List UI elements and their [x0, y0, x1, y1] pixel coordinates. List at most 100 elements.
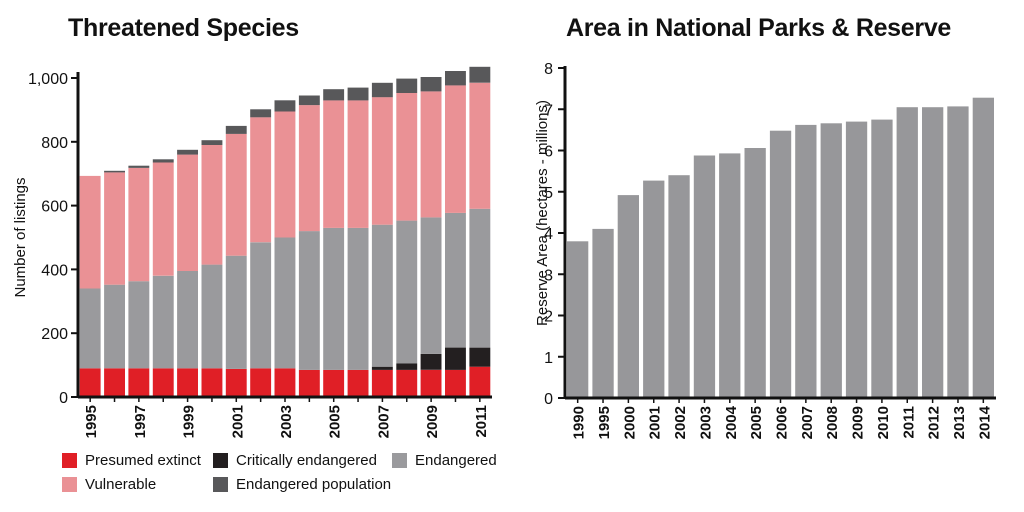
- bar-vulnerable-2002: [250, 117, 272, 243]
- bar-endangered-population-1999: [177, 149, 198, 155]
- bar-endangered-2000: [201, 264, 223, 369]
- y-tick-label-right: 2: [544, 309, 553, 326]
- bar-presumed-extinct-1996: [104, 368, 125, 397]
- bar-vulnerable-2003: [274, 111, 296, 238]
- bar-presumed-extinct-1995: [79, 368, 101, 397]
- reserve-bar-2002: [668, 175, 690, 398]
- x-tick-label-right: 2008: [824, 406, 841, 439]
- bar-critically-endangered-2010: [445, 347, 466, 370]
- y-tick-label-right: 8: [544, 61, 553, 78]
- bar-presumed-extinct-2001: [225, 368, 247, 397]
- bar-endangered-1998: [152, 275, 174, 369]
- x-tick-label-right: 2013: [951, 406, 968, 439]
- bar-endangered-population-2011: [469, 66, 491, 83]
- bar-endangered-2010: [445, 212, 466, 348]
- reserve-bar-2010: [871, 119, 893, 398]
- bar-endangered-population-1997: [128, 165, 150, 168]
- x-tick-label-left: 2011: [473, 405, 490, 438]
- bar-endangered-population-2010: [445, 71, 466, 86]
- x-tick-label-right: 2009: [850, 406, 867, 439]
- bar-endangered-population-2007: [371, 82, 393, 98]
- bar-presumed-extinct-1998: [152, 368, 174, 397]
- legend-item-endangered: Endangered: [392, 452, 497, 469]
- x-tick-label-right: 2007: [799, 406, 816, 439]
- bar-presumed-extinct-2009: [420, 369, 442, 397]
- bar-endangered-1997: [128, 281, 150, 369]
- x-tick-label-left: 1999: [181, 405, 198, 438]
- reserve-bar-1990: [567, 241, 589, 399]
- bar-endangered-2011: [469, 208, 491, 348]
- y-tick-label-right: 5: [544, 185, 553, 202]
- bar-vulnerable-2008: [396, 93, 418, 221]
- bar-vulnerable-2004: [298, 105, 320, 232]
- bar-vulnerable-2011: [469, 82, 491, 209]
- bar-endangered-population-2009: [420, 77, 442, 92]
- legend-swatch-vulnerable: [62, 477, 77, 492]
- bar-endangered-population-2001: [225, 125, 247, 134]
- y-tick-label-right: 1: [544, 350, 553, 367]
- legend-swatch-endangered-population: [213, 477, 228, 492]
- x-tick-label-right: 2011: [900, 406, 917, 439]
- legend-swatch-presumed-extinct: [62, 453, 77, 468]
- bar-endangered-population-2005: [323, 89, 345, 101]
- y-tick-label-right: 0: [544, 391, 553, 408]
- bar-endangered-population-1998: [152, 159, 174, 163]
- y-tick-label-left: 1,000: [28, 71, 68, 88]
- bar-vulnerable-1998: [152, 162, 174, 276]
- reserve-bar-2005: [744, 148, 766, 398]
- x-tick-label-left: 2007: [375, 405, 392, 438]
- left-chart-title: Threatened Species: [68, 14, 299, 42]
- bar-vulnerable-2005: [323, 100, 345, 228]
- bar-endangered-2006: [347, 227, 369, 370]
- x-tick-label-right: 2010: [875, 406, 892, 439]
- y-tick-label-left: 800: [41, 135, 68, 152]
- x-tick-label-left: 2005: [327, 405, 344, 438]
- bar-endangered-population-2000: [201, 140, 223, 145]
- legend-swatch-endangered: [392, 453, 407, 468]
- bar-endangered-population-1996: [104, 170, 125, 173]
- reserve-bar-2003: [693, 155, 716, 398]
- reserve-bar-2004: [719, 153, 741, 398]
- bar-critically-endangered-2009: [420, 353, 442, 370]
- reserve-bar-2006: [769, 130, 792, 398]
- bar-vulnerable-2006: [347, 100, 369, 228]
- y-tick-label-right: 6: [544, 144, 553, 161]
- x-tick-label-left: 2003: [278, 405, 295, 438]
- bar-vulnerable-1996: [104, 172, 125, 285]
- legend-swatch-critically-endangered: [213, 453, 228, 468]
- legend-item-presumed-extinct: Presumed extinct: [62, 452, 201, 469]
- x-tick-label-left: 1995: [83, 405, 100, 438]
- legend-item-critically-endangered: Critically endangered: [213, 452, 377, 469]
- x-tick-label-right: 1990: [571, 406, 588, 439]
- y-tick-label-left: 400: [41, 262, 68, 279]
- x-tick-label-right: 2014: [976, 405, 993, 439]
- bar-endangered-population-2003: [274, 100, 296, 112]
- bar-endangered-2004: [298, 231, 320, 370]
- bar-endangered-2002: [250, 242, 272, 369]
- bar-vulnerable-1999: [177, 154, 198, 271]
- bar-vulnerable-2010: [445, 85, 466, 213]
- bar-endangered-2008: [396, 220, 418, 364]
- bar-endangered-2001: [225, 255, 247, 369]
- bar-presumed-extinct-2002: [250, 368, 272, 397]
- bar-presumed-extinct-1999: [177, 368, 198, 397]
- legend-label-vulnerable: Vulnerable: [85, 476, 157, 493]
- x-tick-label-right: 2001: [647, 406, 664, 439]
- bar-presumed-extinct-2006: [347, 369, 369, 397]
- reserve-bar-1995: [592, 228, 614, 398]
- bar-vulnerable-2001: [225, 133, 247, 256]
- bar-presumed-extinct-2010: [445, 369, 466, 397]
- legend-label-critically-endangered: Critically endangered: [236, 452, 377, 469]
- bar-endangered-population-2004: [298, 95, 320, 106]
- bar-endangered-population-2008: [396, 78, 418, 93]
- left-y-axis-label: Number of listings: [12, 177, 29, 297]
- bar-endangered-population-2006: [347, 87, 369, 101]
- bar-endangered-population-2002: [250, 109, 272, 118]
- reserve-bar-2013: [947, 106, 969, 399]
- bar-presumed-extinct-2000: [201, 368, 223, 397]
- reserve-bar-2000: [617, 195, 639, 398]
- bar-vulnerable-1995: [79, 175, 101, 289]
- bar-endangered-1995: [79, 288, 101, 369]
- reserve-bar-2001: [643, 180, 665, 398]
